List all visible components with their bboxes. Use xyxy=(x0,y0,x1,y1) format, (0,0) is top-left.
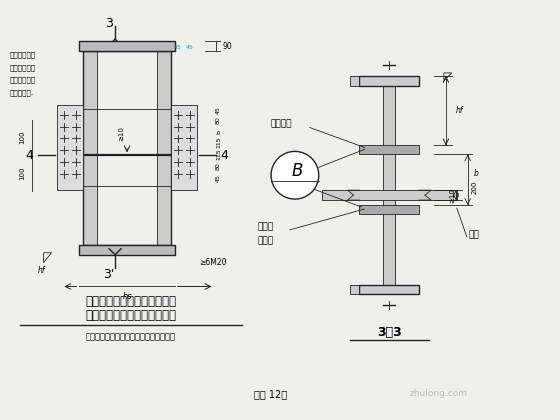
Text: 安装耳板和水平加劲肋的构造: 安装耳板和水平加劲肋的构造 xyxy=(86,309,176,322)
Bar xyxy=(322,190,457,200)
Bar xyxy=(58,105,83,190)
Text: 3: 3 xyxy=(105,17,113,30)
Text: 100: 100 xyxy=(20,166,26,180)
Text: 80: 80 xyxy=(216,117,221,124)
Text: 端隔板: 端隔板 xyxy=(257,236,273,245)
Text: 45: 45 xyxy=(186,45,194,50)
Text: ≥10: ≥10 xyxy=(118,126,124,141)
Bar xyxy=(360,76,419,86)
Text: ≥6M20: ≥6M20 xyxy=(199,258,226,267)
Bar xyxy=(83,51,171,245)
Text: 耳板: 耳板 xyxy=(469,230,479,239)
Bar xyxy=(349,284,360,294)
Text: b: b xyxy=(474,169,479,178)
Text: 45: 45 xyxy=(216,174,221,182)
Bar xyxy=(80,41,175,51)
Circle shape xyxy=(271,151,319,199)
Text: 45: 45 xyxy=(174,45,181,50)
Text: 4: 4 xyxy=(26,149,34,162)
Text: 115: 115 xyxy=(216,136,221,148)
Text: 3': 3' xyxy=(104,268,115,281)
Text: 在此范围内，: 在此范围内， xyxy=(10,51,36,58)
Text: 200: 200 xyxy=(472,181,478,194)
Text: （箱壁采用全熔透的坡口对接焊缝连接）: （箱壁采用全熔透的坡口对接焊缝连接） xyxy=(86,333,176,341)
Text: 80: 80 xyxy=(216,163,221,170)
Bar xyxy=(360,205,419,214)
Text: 45: 45 xyxy=(216,106,221,113)
Bar xyxy=(80,245,175,255)
Text: 箱形截面柱的工地拼接及设置: 箱形截面柱的工地拼接及设置 xyxy=(86,295,176,308)
Text: B: B xyxy=(291,162,302,180)
Bar xyxy=(83,51,97,245)
Text: 100: 100 xyxy=(20,131,26,144)
Text: 上柱隔板: 上柱隔板 xyxy=(270,119,292,128)
Text: （图 12）: （图 12） xyxy=(254,389,287,399)
Text: 4: 4 xyxy=(221,149,228,162)
Bar xyxy=(157,51,171,245)
Text: 焊缝应采用全: 焊缝应采用全 xyxy=(10,77,36,84)
Text: 熔透坡口焊.: 熔透坡口焊. xyxy=(10,90,34,97)
Text: 夹装圆的铆塞: 夹装圆的铆塞 xyxy=(10,64,36,71)
Text: hf: hf xyxy=(456,106,463,115)
Text: 下柱顶: 下柱顶 xyxy=(257,222,273,231)
Text: ≥10: ≥10 xyxy=(449,188,455,202)
Bar xyxy=(349,76,360,86)
Text: b: b xyxy=(216,129,221,134)
Bar xyxy=(360,284,419,294)
Bar xyxy=(360,145,419,155)
Bar xyxy=(383,76,395,294)
Text: 115: 115 xyxy=(216,149,221,160)
Text: 90: 90 xyxy=(222,42,232,50)
Text: hs: hs xyxy=(122,292,132,301)
Text: hf: hf xyxy=(38,266,45,275)
Text: 3－3: 3－3 xyxy=(377,326,402,339)
Text: zhulong.com: zhulong.com xyxy=(410,389,468,398)
Bar xyxy=(171,105,197,190)
